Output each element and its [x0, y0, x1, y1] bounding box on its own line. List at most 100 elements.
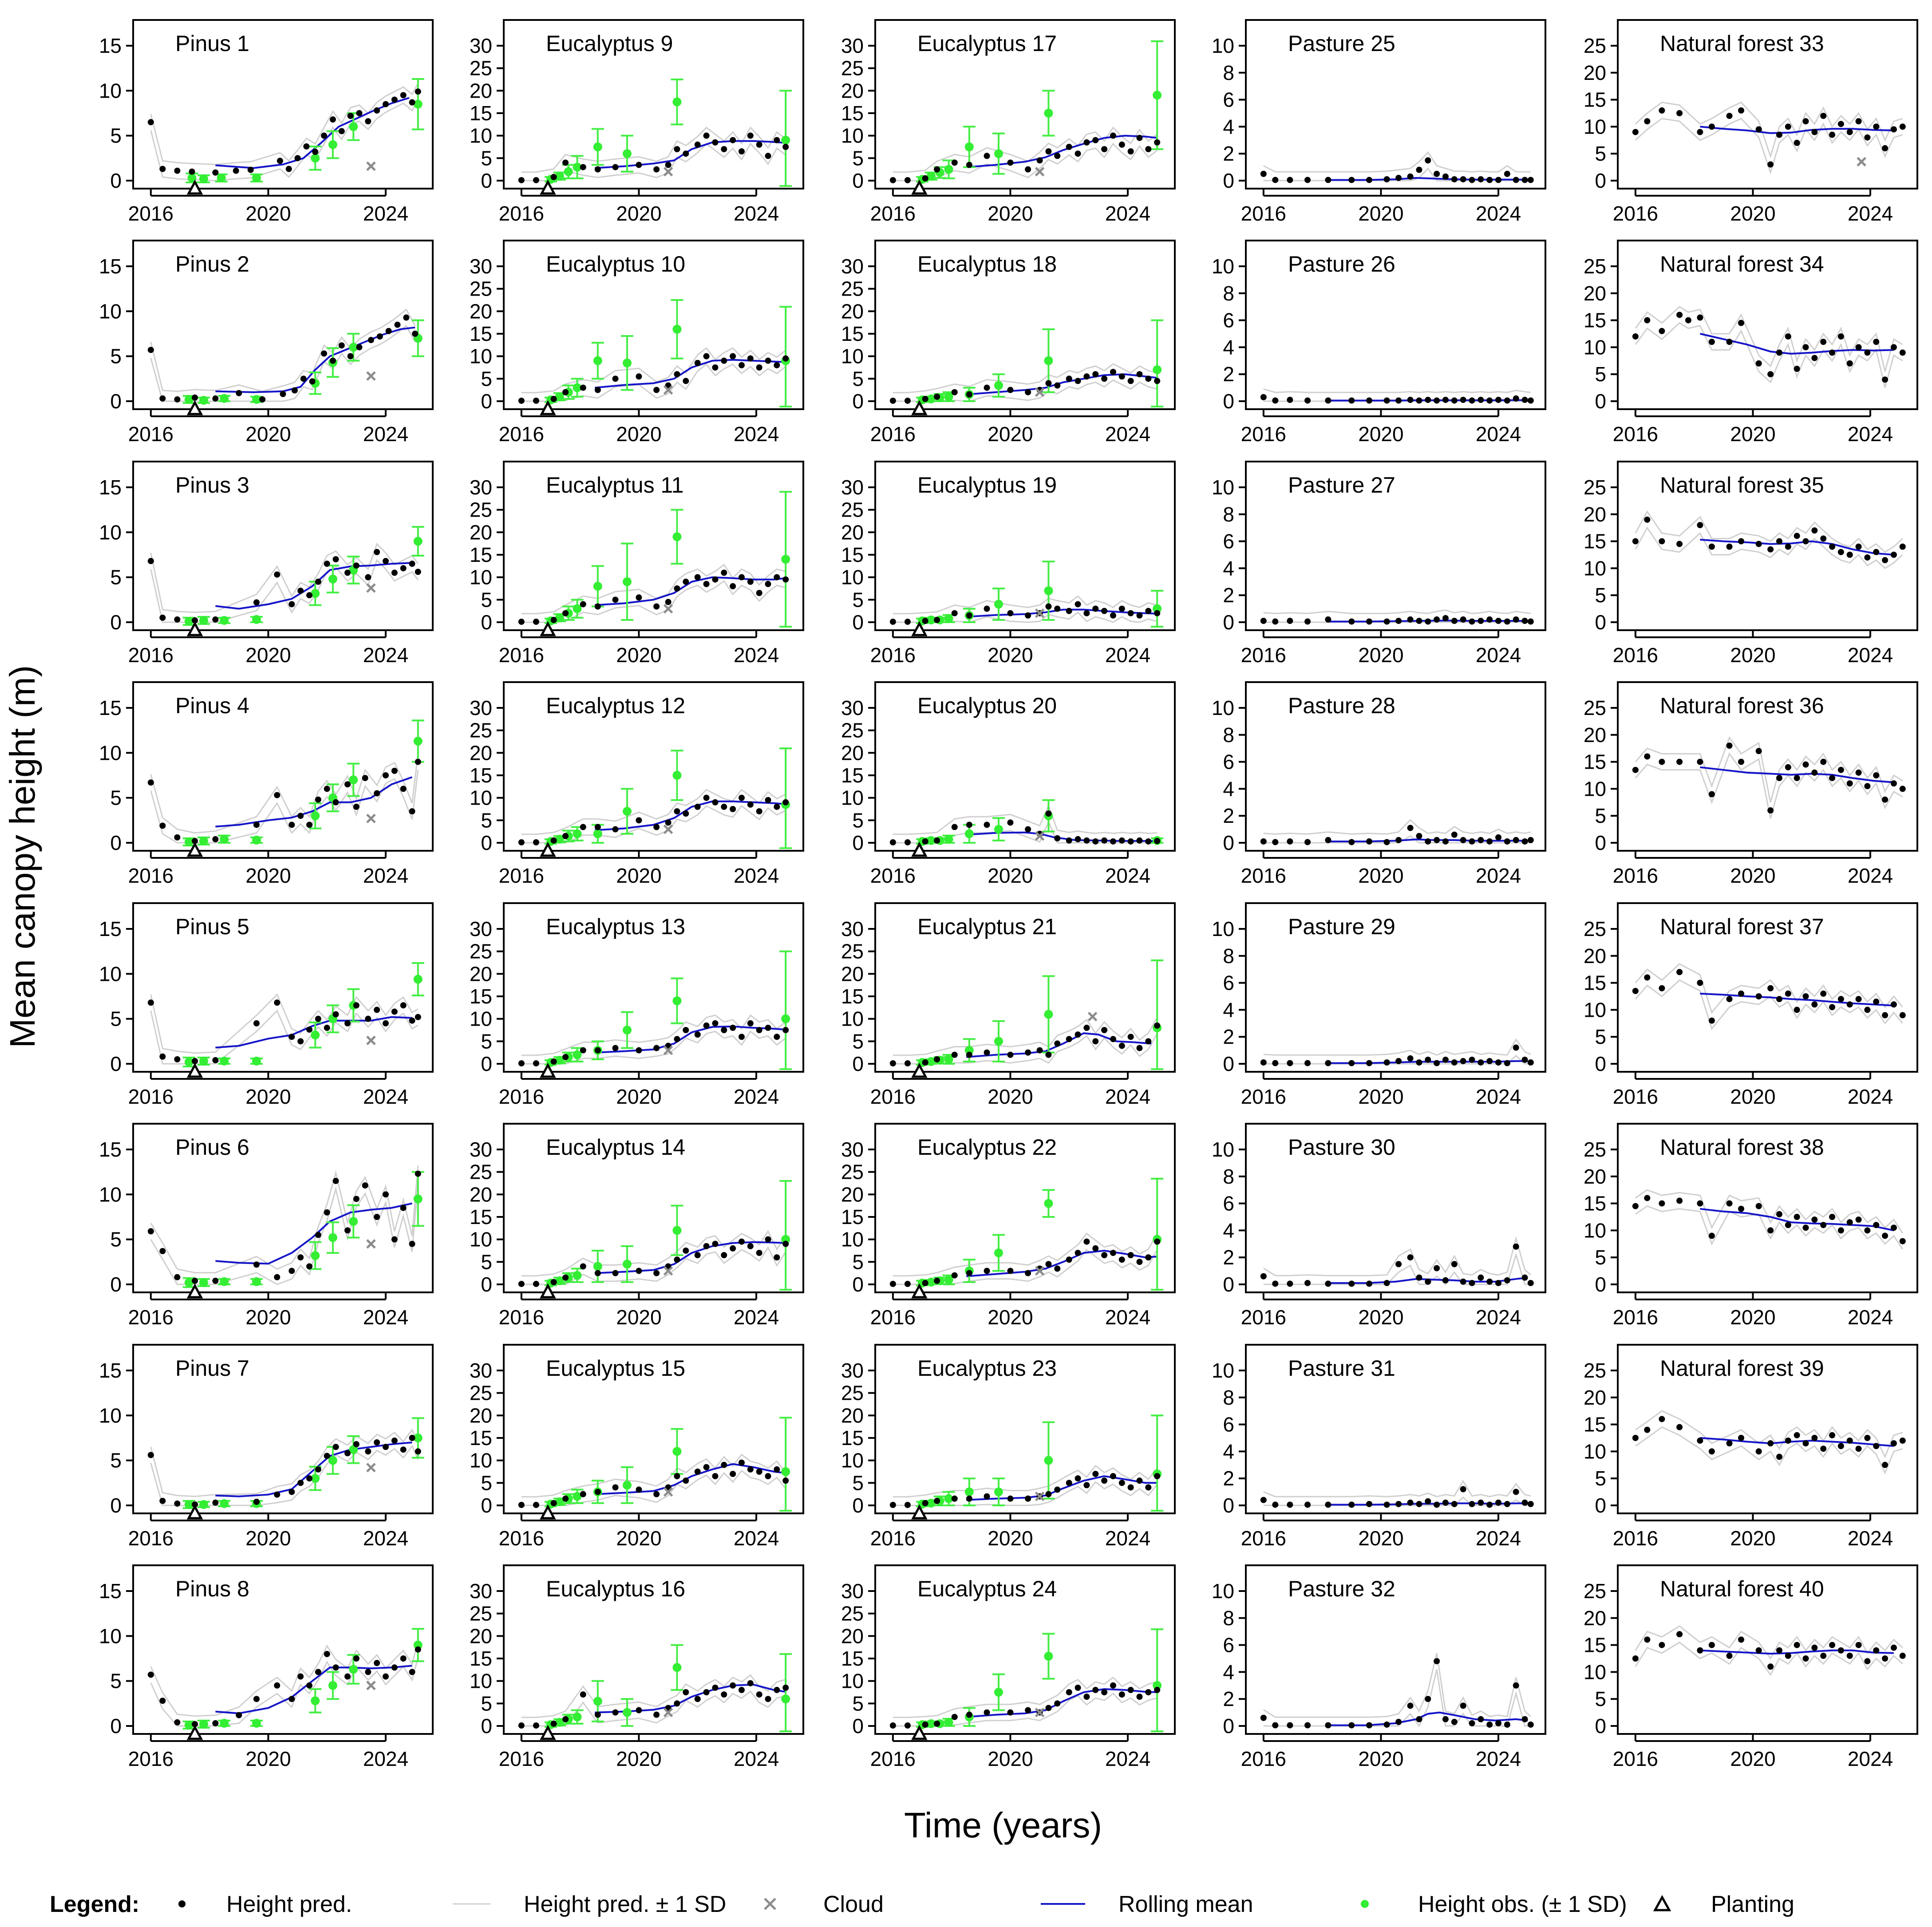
pred-point [1260, 1273, 1267, 1279]
pred-point [703, 1689, 710, 1695]
x-tick-label: 2020 [1358, 864, 1403, 887]
y-tick-label: 15 [470, 1426, 492, 1449]
pred-point [1495, 834, 1502, 841]
pred-point [1395, 397, 1402, 404]
y-tick-label: 0 [852, 1714, 864, 1737]
y-tick-label: 5 [852, 1692, 864, 1715]
x-tick-label: 2024 [1476, 644, 1521, 667]
legend-obs-symbol [1361, 1900, 1369, 1908]
pred-point [1442, 1716, 1449, 1722]
cloud-marker [663, 166, 673, 177]
pred-point [1469, 397, 1475, 404]
pred-point [1708, 123, 1715, 130]
pred-point [1513, 1243, 1519, 1250]
pred-point [159, 1248, 166, 1255]
pred-point [683, 1477, 689, 1484]
pred-point [147, 1228, 154, 1235]
panel-title: Eucalyptus 17 [917, 31, 1057, 56]
pred-point [1154, 1022, 1161, 1029]
x-tick-label: 2024 [1476, 864, 1521, 887]
x-tick-label: 2020 [245, 202, 291, 225]
pred-point [212, 1057, 219, 1063]
pred-point [1820, 990, 1827, 997]
pred-point [984, 821, 990, 828]
pred-point [347, 113, 354, 119]
obs-point [964, 1487, 974, 1497]
pred-point [653, 603, 660, 610]
pred-point [400, 92, 407, 99]
pred-point [1442, 1277, 1449, 1283]
pred-point [1118, 837, 1125, 844]
sd-line-down [1635, 979, 1903, 1031]
pred-point [1395, 1261, 1402, 1268]
pred-point [367, 337, 374, 344]
x-tick-label: 2020 [1358, 644, 1403, 667]
pred-point [306, 1263, 313, 1270]
pred-point [1708, 339, 1715, 345]
y-tick-label: 6 [1223, 1634, 1234, 1657]
pred-point [1451, 617, 1458, 624]
y-tick-label: 15 [99, 1580, 122, 1603]
pred-point [703, 132, 710, 139]
pred-point [174, 167, 181, 174]
pred-point [782, 1684, 789, 1691]
x-tick-label: 2016 [1241, 1085, 1286, 1108]
obs-point [622, 358, 632, 367]
obs-point [622, 1481, 632, 1490]
pred-point [174, 1056, 181, 1062]
pred-point [747, 578, 754, 585]
cloud-marker [663, 604, 673, 614]
x-tick-label: 2020 [616, 864, 661, 887]
pred-point [288, 1696, 295, 1702]
obs-point [593, 829, 602, 838]
y-tick-label: 20 [841, 1624, 864, 1647]
pred-point [362, 775, 368, 782]
planting-marker [186, 1062, 203, 1078]
pred-point [765, 1236, 771, 1243]
cloud-stroke [663, 1266, 673, 1276]
pred-point [889, 1501, 896, 1508]
pred-point [1755, 1647, 1762, 1654]
y-tick-label: 2 [1223, 363, 1234, 386]
planting-marker [911, 1725, 928, 1740]
y-tick-label: 15 [841, 1426, 864, 1449]
obs-point [413, 1640, 423, 1650]
pred-point [1054, 1265, 1061, 1272]
sd-line-up [893, 126, 1158, 173]
pred-point [1366, 1501, 1372, 1507]
obs-point [328, 1681, 337, 1690]
pred-point [1007, 1051, 1014, 1058]
y-tick-label: 0 [110, 1494, 122, 1517]
pred-point [324, 1651, 330, 1657]
pred-point [159, 1497, 166, 1504]
obs-point [1044, 356, 1053, 365]
pred-point [247, 166, 254, 173]
y-tick-label: 5 [110, 786, 122, 809]
y-tick-label: 20 [841, 1404, 864, 1427]
obs-point [672, 771, 682, 780]
x-tick-label: 2016 [1613, 1527, 1658, 1550]
pred-point [1785, 1437, 1791, 1444]
pred-point [1348, 1501, 1355, 1508]
panel-title: Pinus 1 [175, 31, 249, 56]
cloud-stroke [1087, 1011, 1098, 1022]
x-tick-label: 2020 [1358, 202, 1403, 225]
obs-point [328, 140, 337, 149]
pred-point [1855, 1445, 1862, 1452]
pred-point [1513, 837, 1519, 843]
pred-point [922, 175, 928, 182]
pred-point [951, 1714, 958, 1720]
pred-point [1767, 985, 1774, 991]
pred-point [147, 558, 154, 565]
pred-point [1451, 176, 1458, 182]
pred-point [1036, 157, 1043, 164]
pred-point [1708, 1642, 1715, 1648]
y-tick-label: 6 [1223, 309, 1234, 332]
pred-point [518, 1280, 525, 1287]
obs-point [184, 395, 194, 404]
legend-text: Rolling mean [1118, 1891, 1253, 1917]
panel-title: Eucalyptus 10 [546, 252, 685, 276]
pred-point [1697, 758, 1703, 765]
pred-point [1066, 375, 1072, 382]
